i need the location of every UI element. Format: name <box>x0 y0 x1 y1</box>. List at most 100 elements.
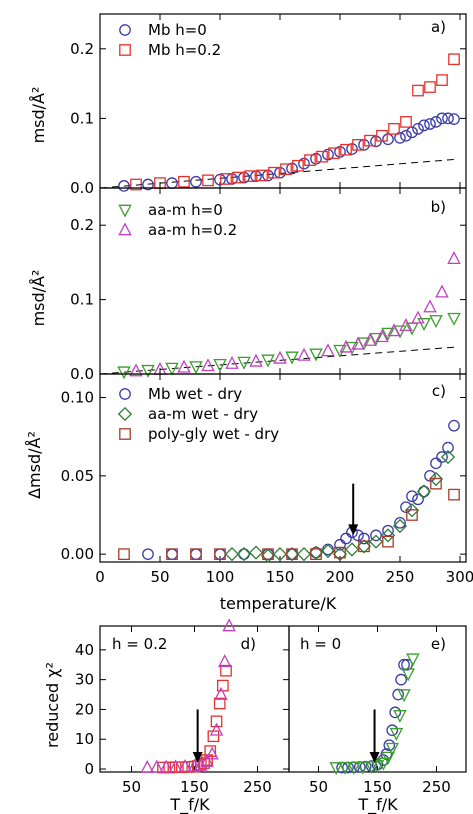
x-tick-label: 150 <box>180 778 209 796</box>
data-point <box>322 148 334 161</box>
data-point <box>329 762 343 776</box>
data-point <box>381 327 395 341</box>
data-point <box>286 548 298 561</box>
data-point <box>273 350 287 364</box>
ylabel-d: reduced χ² <box>43 662 62 748</box>
data-point <box>177 359 191 373</box>
data-point <box>190 548 202 561</box>
legend-marker <box>119 24 131 36</box>
data-point <box>261 354 275 368</box>
data-point <box>286 548 298 561</box>
data-point <box>220 173 232 185</box>
x-tick-label: 50 <box>150 568 169 586</box>
y-tick-label: 0.2 <box>70 40 94 58</box>
data-point <box>316 150 328 163</box>
data-point <box>320 543 336 559</box>
data-point <box>436 451 448 463</box>
data-point <box>292 159 304 172</box>
data-point <box>159 759 173 773</box>
data-point <box>262 169 274 182</box>
panel-e: 50 150 250 e) h = 0 <box>288 625 467 796</box>
data-point <box>404 503 420 518</box>
data-point <box>442 112 454 125</box>
data-point <box>237 356 251 370</box>
data-point <box>406 490 418 503</box>
x-tick-label: 150 <box>363 778 392 796</box>
data-point <box>204 745 217 757</box>
legend-marker <box>118 222 132 236</box>
x-tick-label: 0 <box>95 568 105 586</box>
reference-line <box>99 346 455 375</box>
data-point <box>381 751 395 765</box>
data-point <box>368 534 384 549</box>
panel-c: 0 50 100 150 200 250 300 0.00 0.05 0.10 Mb wet - d… <box>61 373 473 586</box>
data-point <box>344 542 360 557</box>
y-tick-label: 0.10 <box>61 389 94 407</box>
legend-marker <box>118 204 132 218</box>
data-point <box>217 654 232 668</box>
x-tick-label: 200 <box>326 568 355 586</box>
data-point <box>130 178 142 191</box>
panel-label: c) <box>432 382 446 400</box>
data-point <box>435 284 449 298</box>
y-tick-label: 0.05 <box>61 467 94 485</box>
data-point <box>412 84 424 97</box>
data-point <box>117 366 131 380</box>
data-point <box>334 538 346 551</box>
data-point <box>201 358 215 372</box>
data-point <box>376 757 391 771</box>
legend-label: poly-gly wet - dry <box>148 425 279 443</box>
x-tick-label: 150 <box>266 568 295 586</box>
data-point <box>334 546 346 559</box>
data-point <box>202 174 214 187</box>
ylabel-a: msd/Å² <box>29 87 48 144</box>
data-point <box>352 529 364 542</box>
arrow-head <box>192 752 203 764</box>
panel-b: 0.0 0.1 0.2 aa-m h=0 aa-m h=0.2 b) <box>70 187 467 383</box>
data-point <box>358 138 370 151</box>
data-point <box>310 548 322 561</box>
data-point <box>418 485 430 498</box>
data-point <box>178 175 190 188</box>
data-point <box>280 163 292 176</box>
data-point <box>382 133 394 146</box>
data-point <box>142 178 154 191</box>
data-point <box>297 347 311 361</box>
data-point <box>340 143 352 156</box>
series-1 <box>329 653 420 776</box>
xlabel-d: T_f/K <box>169 795 210 814</box>
series-0 <box>157 664 232 774</box>
data-point <box>447 251 461 265</box>
data-point <box>389 706 402 719</box>
series-0 <box>118 112 460 192</box>
data-point <box>220 664 232 677</box>
data-point <box>412 122 424 135</box>
y-tick-label: 0.00 <box>61 545 94 563</box>
panel-d: 50 150 250 0 10 20 30 40 d) h = 0.2 <box>75 618 290 796</box>
data-point <box>347 761 361 775</box>
data-point <box>440 449 456 465</box>
data-point <box>213 697 226 710</box>
data-point <box>209 722 224 736</box>
data-point <box>222 618 236 632</box>
data-point <box>214 173 226 186</box>
data-point <box>274 166 286 179</box>
data-point <box>176 761 188 774</box>
data-point <box>340 532 352 545</box>
data-point <box>256 169 268 182</box>
data-point <box>272 547 288 562</box>
data-point <box>249 353 263 367</box>
data-point <box>308 545 324 560</box>
panel-label: d) <box>241 635 256 653</box>
data-point <box>364 134 376 147</box>
panel-label: b) <box>431 198 446 216</box>
y-tick-label: 30 <box>75 671 94 689</box>
data-point <box>236 547 252 562</box>
data-point <box>190 548 202 561</box>
data-point <box>268 166 280 179</box>
x-tick-label: 50 <box>122 778 141 796</box>
data-point <box>376 129 388 142</box>
series-1 <box>140 618 236 773</box>
data-point <box>406 126 418 139</box>
data-point <box>332 547 348 562</box>
